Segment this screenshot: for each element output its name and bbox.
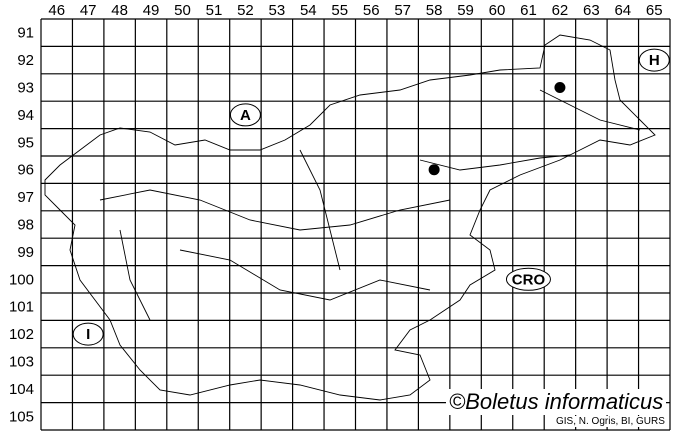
country-label: H bbox=[649, 52, 660, 69]
country-border bbox=[44, 34, 656, 401]
copyright-text: ©Boletus informaticus bbox=[446, 389, 667, 415]
river-path bbox=[99, 189, 451, 231]
column-label: 48 bbox=[111, 2, 128, 19]
row-label: 97 bbox=[17, 189, 34, 206]
row-label: 103 bbox=[9, 354, 34, 371]
column-label: 49 bbox=[143, 2, 160, 19]
row-label: 98 bbox=[17, 217, 34, 234]
column-label: 65 bbox=[646, 2, 663, 19]
column-label: 57 bbox=[394, 2, 411, 19]
column-label: 47 bbox=[80, 2, 97, 19]
grid-lines bbox=[40, 18, 671, 431]
column-label: 63 bbox=[583, 2, 600, 19]
column-label: 51 bbox=[206, 2, 223, 19]
column-label: 55 bbox=[331, 2, 348, 19]
row-label: 102 bbox=[9, 326, 34, 343]
country-labels: A H CRO I bbox=[72, 48, 670, 346]
row-label: 91 bbox=[17, 25, 34, 42]
river-path bbox=[299, 149, 341, 271]
column-label: 52 bbox=[237, 2, 254, 19]
river-path bbox=[179, 249, 431, 301]
column-label: 62 bbox=[552, 2, 569, 19]
country-label: CRO bbox=[512, 271, 546, 288]
country-label-oval bbox=[229, 103, 261, 127]
country-label-oval bbox=[505, 267, 551, 291]
river-path bbox=[419, 154, 571, 171]
row-label: 101 bbox=[9, 299, 34, 316]
border-path bbox=[44, 34, 656, 401]
record-points bbox=[428, 82, 566, 176]
row-label: 93 bbox=[17, 80, 34, 97]
column-label: 60 bbox=[489, 2, 506, 19]
country-label-oval bbox=[638, 48, 670, 72]
country-label-oval bbox=[72, 322, 104, 346]
record-point bbox=[428, 164, 440, 176]
row-label: 99 bbox=[17, 244, 34, 261]
column-label: 50 bbox=[174, 2, 191, 19]
row-label: 92 bbox=[17, 52, 34, 69]
record-point bbox=[554, 82, 566, 93]
column-label: 61 bbox=[520, 2, 537, 19]
column-label: 56 bbox=[363, 2, 380, 19]
credit-text: GIS, N. Ogris, BI, GURS bbox=[554, 416, 667, 427]
column-label: 46 bbox=[48, 2, 65, 19]
row-label: 95 bbox=[17, 134, 34, 151]
row-label: 96 bbox=[17, 162, 34, 179]
axis-labels: 46 47 48 49 50 51 52 53 54 55 56 57 58 59 60 61 62 63 64 65… bbox=[9, 2, 663, 425]
column-label: 59 bbox=[457, 2, 474, 19]
column-label: 58 bbox=[426, 2, 443, 19]
row-label: 104 bbox=[9, 381, 34, 398]
column-label: 53 bbox=[269, 2, 286, 19]
row-label: 94 bbox=[17, 107, 34, 124]
river-path bbox=[539, 89, 641, 131]
column-label: 54 bbox=[300, 2, 317, 19]
row-label: 105 bbox=[9, 408, 34, 425]
river-path bbox=[119, 229, 151, 321]
country-label: I bbox=[86, 326, 90, 343]
country-label: A bbox=[240, 107, 251, 124]
row-label: 100 bbox=[9, 271, 34, 288]
column-label: 64 bbox=[614, 2, 631, 19]
